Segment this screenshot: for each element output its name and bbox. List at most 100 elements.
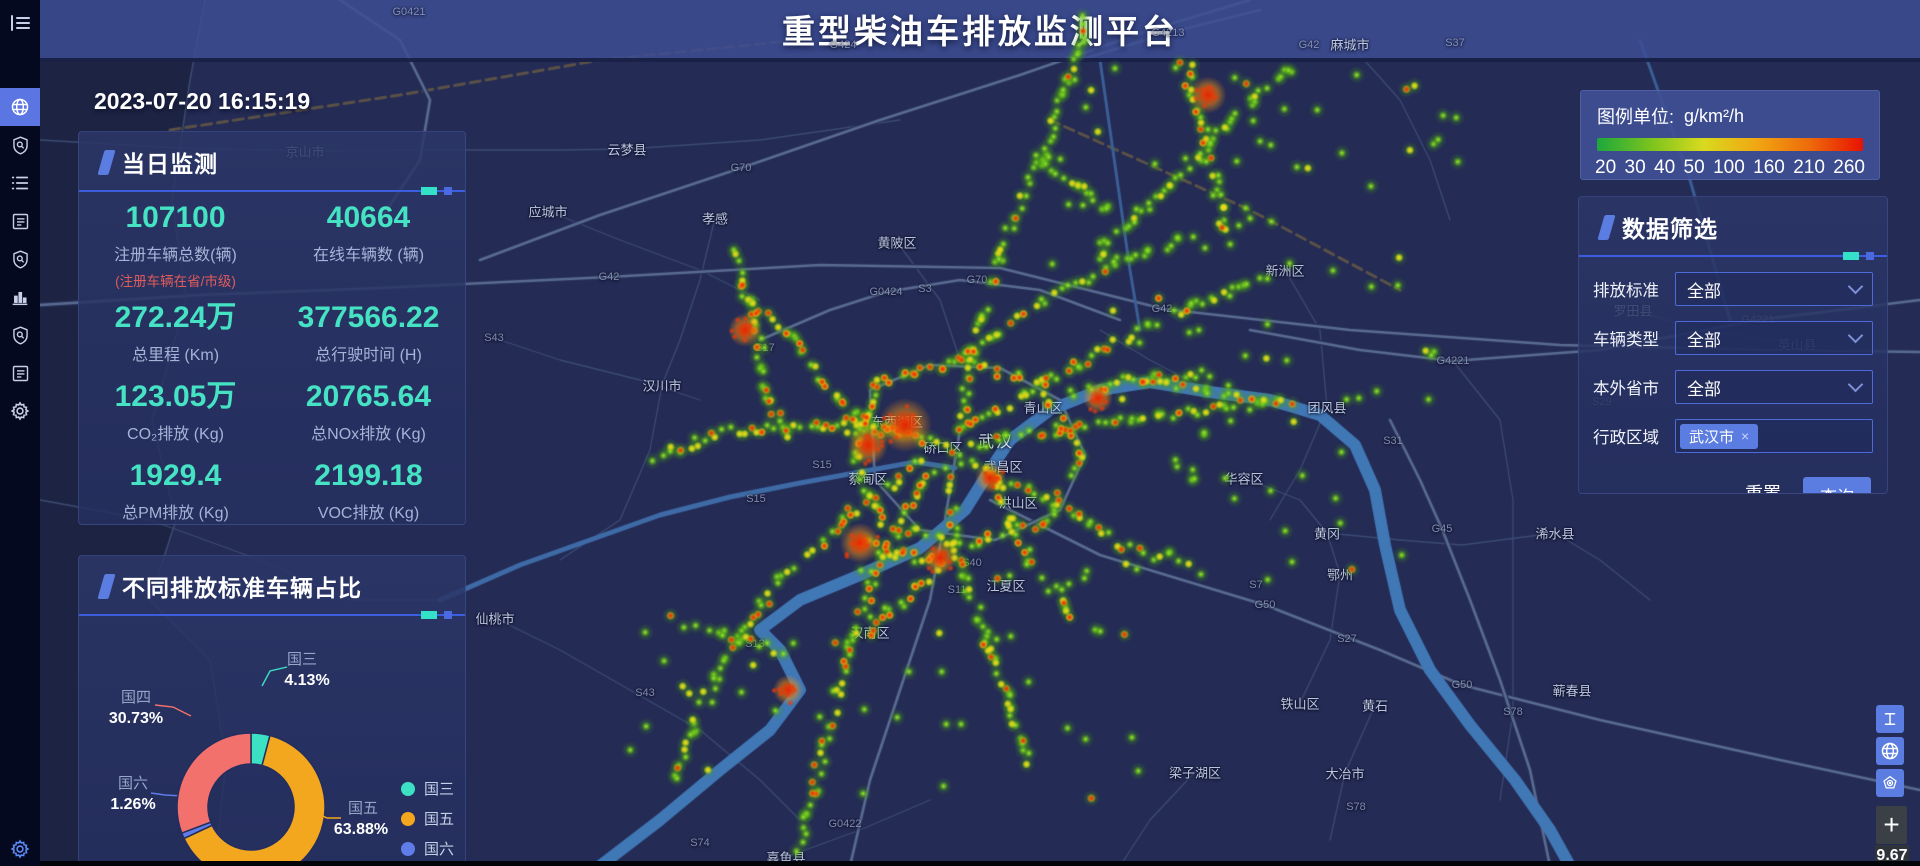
stat-item: 272.24万 总里程 (Km) <box>79 302 272 381</box>
panel-divider <box>79 611 465 619</box>
divider-marker-blue <box>1866 252 1874 260</box>
donut-slice-国四[interactable] <box>176 732 252 835</box>
filter-row: 本外省市 全部 <box>1593 370 1873 404</box>
stat-item: 1929.4 总PM排放 (Kg) <box>79 459 272 524</box>
stat-value: 377566.22 <box>297 301 440 334</box>
filter-rows: 排放标准 全部 车辆类型 全部 本外省市 全部 行政区域 武汉市 × <box>1579 272 1887 453</box>
panel-divider <box>79 187 465 195</box>
divider-marker-blue <box>444 611 452 619</box>
legend-title: 图例单位: g/km²/h <box>1597 103 1879 129</box>
donut-chart: 国三 4.13% 国五 63.88% 国六 1.26% 国四 30.73% <box>109 651 388 862</box>
sidebar-nav <box>0 88 40 430</box>
menu-icon[interactable] <box>0 4 40 44</box>
filter-select-排放标准[interactable]: 全部 <box>1675 272 1873 306</box>
stat-label: CO₂排放 (Kg) <box>127 425 224 443</box>
sidebar-item-7-document-icon[interactable] <box>0 354 40 392</box>
sidebar-item-3-document-icon[interactable] <box>0 202 40 240</box>
donut-slice-percent: 63.88% <box>334 821 388 838</box>
panel-divider <box>1579 252 1887 260</box>
filter-row: 行政区域 武汉市 × <box>1593 419 1873 453</box>
query-button[interactable]: 查询 <box>1803 477 1871 493</box>
stat-value: 2199.18 <box>314 459 423 492</box>
filter-label: 排放标准 <box>1593 282 1659 300</box>
stat-value: 107100 <box>125 201 226 234</box>
legend-item-国六[interactable]: 国六 <box>401 838 454 859</box>
filter-label: 车辆类型 <box>1593 331 1659 349</box>
select-value: 全部 <box>1687 281 1721 301</box>
zoom-in-button[interactable]: + <box>1876 806 1907 844</box>
filter-label: 行政区域 <box>1593 429 1659 447</box>
gear-icon[interactable] <box>0 838 40 860</box>
stat-label: 注册车辆总数(辆) <box>114 246 237 264</box>
divider-marker-cyan <box>421 611 437 619</box>
stat-item: 40664 在线车辆数 (辆) <box>272 202 465 302</box>
map-control-polygon-icon[interactable] <box>1876 769 1904 797</box>
filter-tags-行政区域[interactable]: 武汉市 × <box>1675 419 1873 453</box>
legend-tick: 20 <box>1595 157 1617 178</box>
sidebar-item-1-shield-search-icon[interactable] <box>0 126 40 164</box>
donut-slice-percent: 4.13% <box>284 672 329 689</box>
sidebar-item-5-bar-chart-icon[interactable] <box>0 278 40 316</box>
map-control-measure-icon[interactable] <box>1876 705 1904 733</box>
legend-title-text: 图例单位: <box>1597 107 1675 127</box>
filter-select-本外省市[interactable]: 全部 <box>1675 370 1873 404</box>
legend-tick: 260 <box>1833 157 1865 178</box>
reset-button[interactable]: 重置 <box>1743 480 1783 494</box>
sidebar-item-4-shield-search-icon[interactable] <box>0 240 40 278</box>
stat-item: 2199.18 VOC排放 (Kg) <box>272 459 465 524</box>
donut-leader-line <box>303 806 341 819</box>
donut-slice-name: 国六 <box>118 775 148 792</box>
stat-label: 总PM排放 (Kg) <box>122 504 229 522</box>
legend-item-国三[interactable]: 国三 <box>401 778 454 799</box>
divider-marker-cyan <box>421 187 437 195</box>
title-accent-bar <box>1597 214 1616 240</box>
title-accent-bar <box>97 573 116 599</box>
donut-slice-percent: 30.73% <box>109 710 163 727</box>
legend-item-国五[interactable]: 国五 <box>401 808 454 829</box>
stat-label: VOC排放 (Kg) <box>317 504 420 522</box>
stat-value: 272.24万 <box>114 301 237 334</box>
chevron-down-icon <box>1847 376 1864 393</box>
legend-gradient-bar <box>1597 138 1863 151</box>
chevron-down-icon <box>1847 278 1864 295</box>
filter-select-车辆类型[interactable]: 全部 <box>1675 321 1873 355</box>
map-control-globe-icon[interactable] <box>1876 737 1904 765</box>
panel-header: 当日监测 <box>79 132 465 188</box>
panel-title: 不同排放标准车辆占比 <box>122 575 362 601</box>
sidebar-item-6-shield-search-icon[interactable] <box>0 316 40 354</box>
filter-row: 排放标准 全部 <box>1593 272 1873 306</box>
stats-grid: 107100 注册车辆总数(辆) (注册车辆在省/市级) 40664 在线车辆数 (辆)… <box>79 192 465 524</box>
donut-leader-line <box>261 666 288 687</box>
stat-label: 总NOx排放 (Kg) <box>311 425 426 443</box>
filter-row: 车辆类型 全部 <box>1593 321 1873 355</box>
stat-value: 40664 <box>326 201 411 234</box>
stat-value: 20765.64 <box>305 380 432 413</box>
stat-note: (注册车辆在省/市级) <box>115 273 236 289</box>
sidebar-item-8-gear-icon[interactable] <box>0 392 40 430</box>
stat-label: 总行驶时间 (H) <box>315 346 422 364</box>
legend-label: 国五 <box>424 811 455 828</box>
select-value: 全部 <box>1687 330 1721 350</box>
legend-tick: 50 <box>1683 157 1705 178</box>
donut-slice-国五[interactable] <box>183 734 326 862</box>
map-legend-panel: 图例单位: g/km²/h 20 30 40 50 100 160 210 260 <box>1580 90 1880 180</box>
sidebar-item-0-globe-icon[interactable] <box>0 88 40 126</box>
donut-slice-name: 国四 <box>121 689 151 706</box>
panel-header: 不同排放标准车辆占比 <box>79 556 465 612</box>
legend-dot <box>401 841 415 856</box>
stat-item: 107100 注册车辆总数(辆) (注册车辆在省/市级) <box>79 202 272 302</box>
legend-tick: 160 <box>1753 157 1785 178</box>
stat-label: 在线车辆数 (辆) <box>312 246 425 264</box>
bottom-bar <box>0 861 1920 866</box>
donut-legend: 国三国五国六国四 <box>401 778 454 862</box>
tag-text: 武汉市 <box>1689 428 1735 446</box>
close-icon[interactable]: × <box>1741 428 1750 444</box>
sidebar-item-2-list-icon[interactable] <box>0 164 40 202</box>
legend-tick: 40 <box>1654 157 1676 178</box>
today-monitor-panel: 当日监测 107100 注册车辆总数(辆) (注册车辆在省/市级) 40664 在线车辆… <box>78 131 466 525</box>
title-accent-bar <box>97 149 116 175</box>
legend-tick: 210 <box>1793 157 1825 178</box>
legend-tick: 100 <box>1713 157 1745 178</box>
region-tag[interactable]: 武汉市 × <box>1680 423 1759 449</box>
stat-value: 1929.4 <box>129 459 222 492</box>
